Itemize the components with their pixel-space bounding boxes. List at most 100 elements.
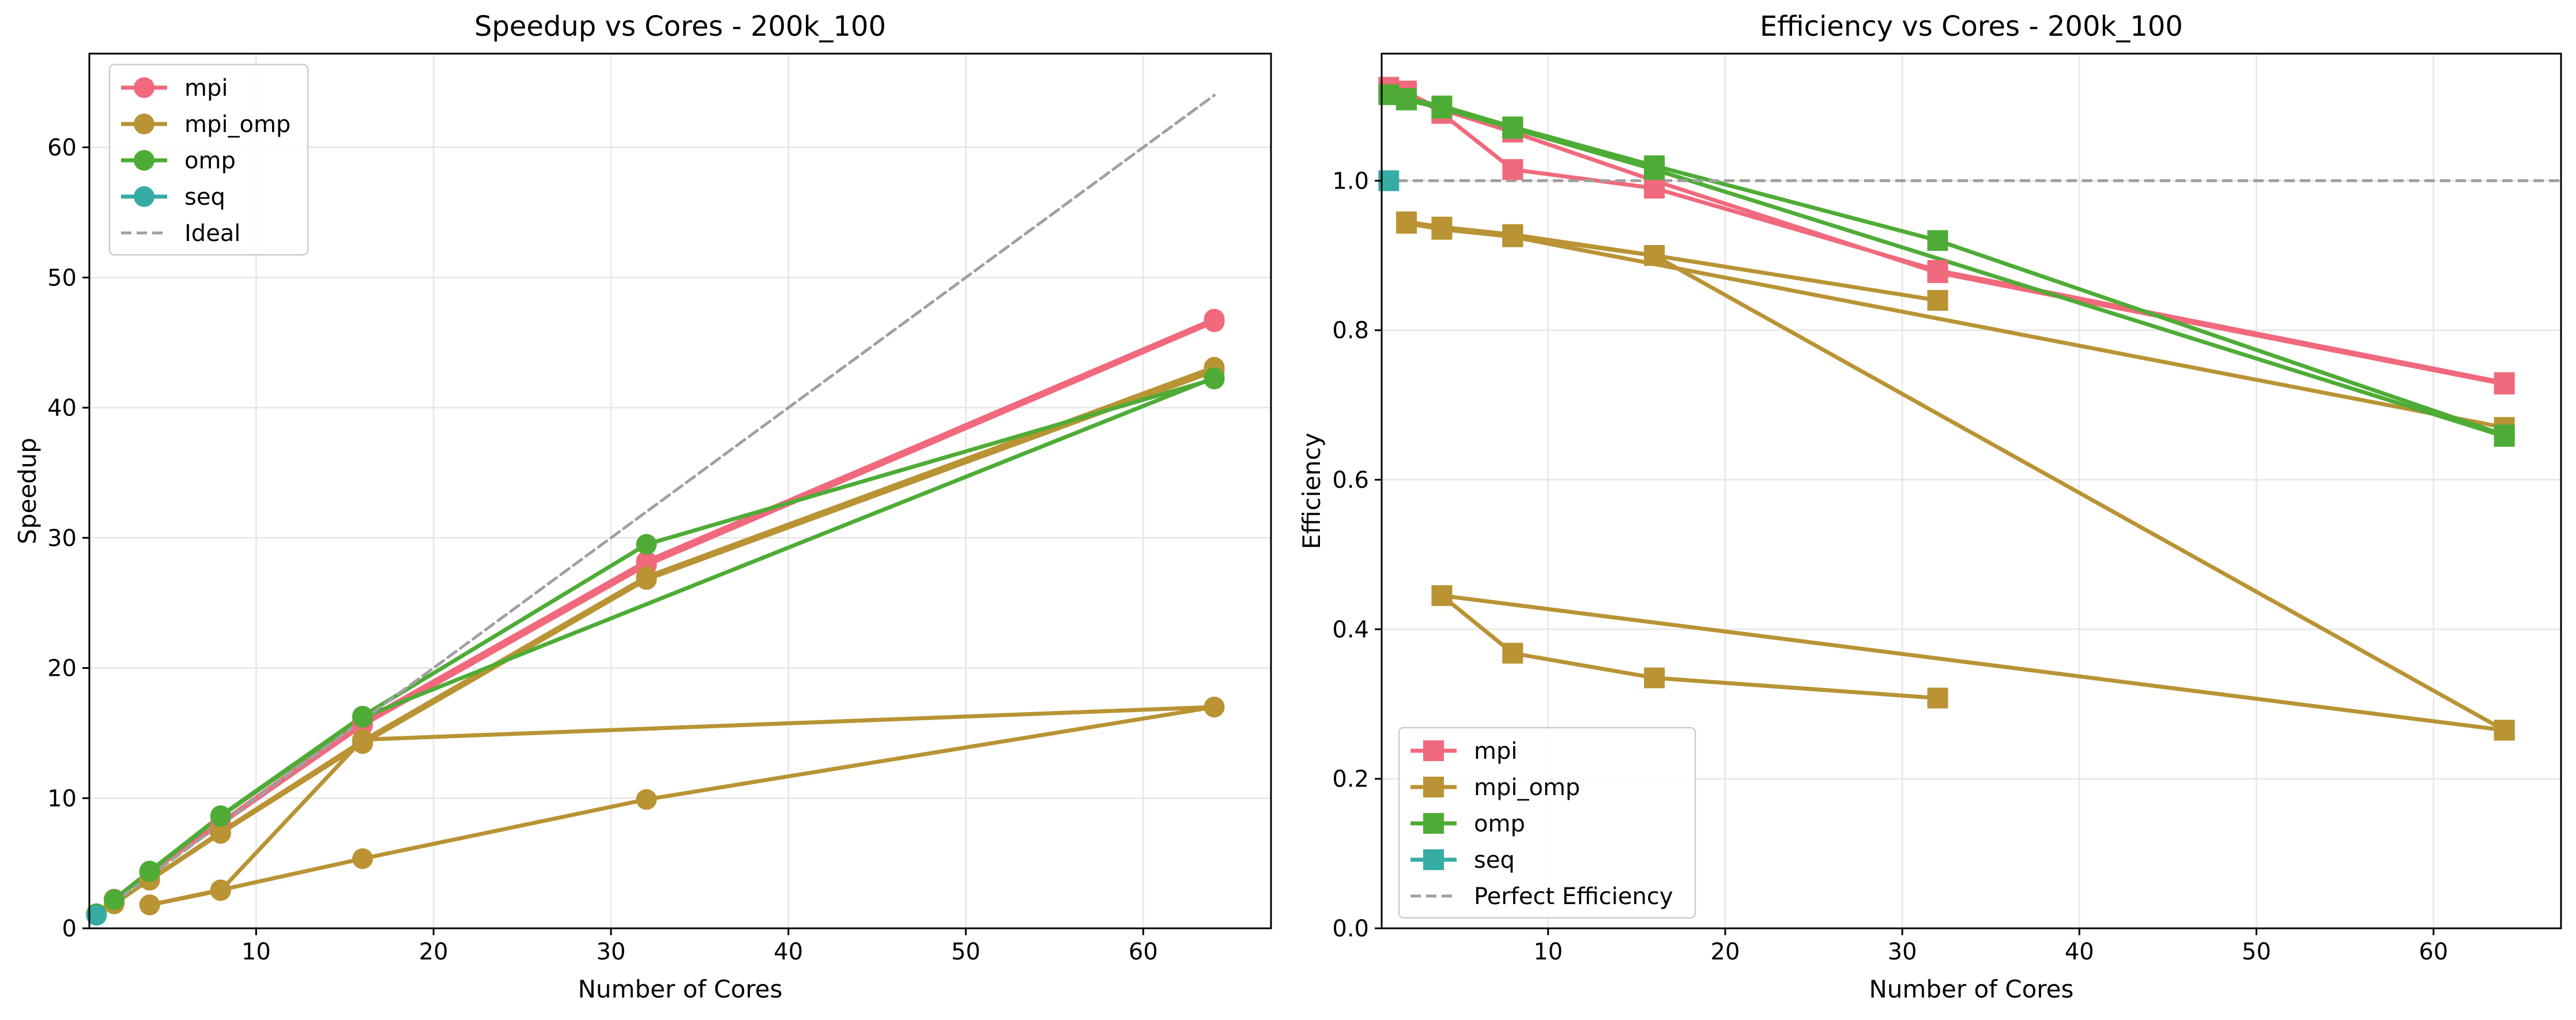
data-point-mpi_omp: [1927, 687, 1948, 709]
y-tick-label: 40: [47, 395, 77, 421]
data-point-mpi_omp: [636, 789, 657, 810]
legend-box: [108, 63, 309, 256]
data-point-mpi_omp: [1502, 642, 1523, 664]
data-point-omp: [352, 707, 374, 728]
legend-item-mpi: mpi: [1410, 738, 1517, 765]
x-tick-label: 10: [1533, 939, 1563, 965]
data-point-mpi_omp: [1644, 667, 1665, 688]
x-axis-label: Number of Cores: [578, 975, 783, 1003]
y-tick-label: 20: [47, 656, 77, 682]
x-tick-label: 40: [2065, 939, 2094, 965]
series-line-mpi_omp: [148, 705, 1216, 907]
data-point-mpi_omp: [1927, 289, 1948, 311]
series-line-omp: [112, 375, 1216, 902]
y-axis-label: Speedup: [13, 438, 42, 544]
data-point-mpi_omp: [1431, 217, 1453, 239]
data-point-mpi_omp: [210, 880, 231, 901]
series-line-mpi_omp: [148, 705, 1216, 907]
x-tick-label: 60: [1129, 939, 1158, 965]
data-point-omp: [1431, 97, 1453, 119]
x-tick-label: 50: [951, 939, 980, 965]
series-line-mpi_omp: [1440, 593, 2507, 732]
series-line-omp: [94, 377, 1216, 916]
chart-title: Speedup vs Cores - 200k_100: [474, 10, 886, 43]
y-tick-label: 0.2: [1332, 766, 1369, 793]
legend-marker: [1423, 777, 1444, 797]
data-point-mpi_omp: [2494, 720, 2515, 741]
legend-label: seq: [1474, 847, 1515, 874]
series-line-mpi_omp: [112, 365, 1216, 906]
legend-item-Ideal: Ideal: [121, 220, 240, 247]
data-point-mpi: [1204, 311, 1225, 333]
reference-line: [95, 93, 1216, 917]
data-point-seq: [86, 905, 107, 926]
legend-marker: [134, 114, 154, 134]
legend-label: mpi: [184, 75, 228, 101]
legend-item-seq: seq: [1410, 847, 1515, 874]
y-tick-label: 0.0: [1332, 916, 1369, 942]
legend-label: omp: [1474, 811, 1525, 837]
legend-item-omp: omp: [1410, 811, 1525, 837]
data-point-omp: [2494, 426, 2515, 447]
x-tick-label: 20: [419, 939, 448, 965]
data-point-omp: [1502, 118, 1523, 139]
legend-item-mpi_omp: mpi_omp: [121, 111, 291, 138]
data-point-omp: [1204, 367, 1225, 389]
data-point-mpi_omp: [139, 894, 160, 916]
legend-marker: [134, 77, 154, 98]
data-point-mpi_omp: [1502, 225, 1523, 247]
x-tick-label: 10: [242, 939, 271, 965]
data-point-omp: [636, 534, 657, 555]
x-tick-label: 40: [774, 939, 803, 965]
legend-marker: [1423, 813, 1444, 834]
chart-panel-2: 10 20 30 40 50 60 0.0 0.2 0.4 0.6 0.8 1.0 Efficiency…: [1298, 10, 2562, 1003]
y-tick-label: 1.0: [1332, 168, 1369, 194]
chart-panel-1: 10 20 30 40 50 60 0 10 20 30 40 50 60 Speedup vs Core…: [13, 10, 1272, 1003]
data-point-mpi_omp: [1396, 213, 1417, 234]
plot-frame: [1381, 52, 2562, 929]
data-point-mpi_omp: [1431, 585, 1453, 607]
y-tick-label: 60: [47, 135, 77, 161]
legend-marker: [134, 186, 154, 207]
x-tick-label: 60: [2419, 939, 2448, 965]
x-axis-label: Number of Cores: [1869, 975, 2074, 1003]
legend-marker: [1423, 849, 1444, 870]
y-tick-label: 30: [47, 525, 77, 552]
y-tick-label: 0.4: [1332, 616, 1369, 643]
data-point-omp: [139, 861, 160, 882]
y-tick-label: 0: [62, 916, 77, 942]
data-point-mpi_omp: [210, 823, 231, 844]
data-point-mpi_omp: [1644, 245, 1665, 266]
legend-item-mpi: mpi: [121, 75, 228, 101]
y-axis-label: Efficiency: [1298, 432, 1326, 549]
x-tick-label: 30: [597, 939, 626, 965]
plot-frame: [88, 52, 1272, 929]
data-point-mpi: [2494, 374, 2515, 395]
legend-label: mpi_omp: [1474, 774, 1580, 801]
data-point-omp: [1927, 230, 1948, 251]
data-point-omp: [1396, 89, 1417, 111]
y-tick-label: 10: [47, 785, 77, 812]
legend-label: mpi: [1474, 738, 1517, 765]
series-line-mpi: [1404, 90, 2507, 386]
legend-item-omp: omp: [121, 148, 236, 174]
series-line-mpi_omp: [148, 369, 1216, 882]
chart-title: Efficiency vs Cores - 200k_100: [1760, 10, 2183, 43]
data-point-omp: [104, 889, 125, 910]
legend-box: [1398, 727, 1696, 919]
data-point-mpi_omp: [352, 848, 374, 870]
series-line-mpi_omp: [1440, 593, 1940, 701]
legend-label: omp: [184, 148, 236, 174]
legend-item-Perfect Efficiency: Perfect Efficiency: [1410, 883, 1673, 910]
legend-item-mpi_omp: mpi_omp: [1410, 774, 1580, 801]
series-line-mpi_omp: [1404, 221, 2507, 430]
series-line-mpi: [112, 319, 1216, 902]
y-tick-label: 50: [47, 265, 77, 291]
data-point-mpi: [1502, 159, 1523, 180]
data-point-mpi_omp: [636, 569, 657, 590]
x-tick-label: 20: [1711, 939, 1740, 965]
legend-item-seq: seq: [121, 184, 225, 210]
data-point-mpi_omp: [352, 729, 374, 750]
